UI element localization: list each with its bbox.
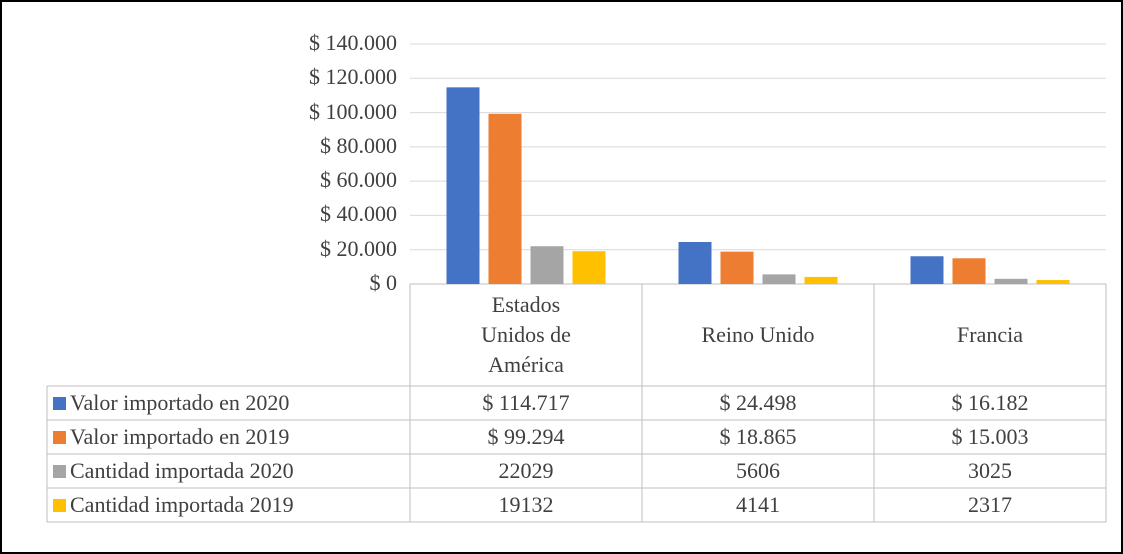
y-tick-label: $ 140.000 (309, 30, 397, 55)
y-tick-label: $ 60.000 (320, 167, 397, 193)
bar (952, 258, 986, 284)
bar (678, 242, 712, 284)
legend-swatch (53, 397, 66, 410)
table-cell: 19132 (498, 492, 554, 517)
legend-label: Valor importado en 2019 (70, 424, 290, 449)
table-cell: $ 24.498 (719, 390, 797, 415)
bar (446, 87, 480, 284)
x-tick-label: Reino Unido (701, 322, 815, 347)
legend-label: Valor importado en 2020 (70, 390, 290, 415)
legend-label: Cantidad importada 2019 (70, 492, 294, 517)
table-cell: $ 16.182 (951, 390, 1029, 415)
legend-label: Cantidad importada 2020 (70, 458, 294, 483)
table-cell: 4141 (736, 492, 780, 517)
table-cell: 2317 (968, 492, 1012, 517)
x-tick-label: Estados Unidos de América (481, 292, 571, 377)
legend-swatch (53, 431, 66, 444)
x-tick-label: Francia (957, 322, 1023, 347)
table-cell: 5606 (736, 458, 780, 483)
bar (488, 113, 522, 285)
bar (762, 274, 796, 284)
y-tick-label: $ 80.000 (320, 132, 397, 158)
bar (530, 246, 564, 284)
legend-swatch (53, 465, 66, 478)
y-tick-label: $ 20.000 (320, 235, 397, 261)
y-tick-label: $ 40.000 (320, 201, 397, 227)
bar (1036, 280, 1070, 284)
table-cell: $ 18.865 (719, 424, 797, 449)
y-tick-label: $ 0 (369, 270, 398, 295)
table-cell: 3025 (968, 458, 1012, 483)
bar (994, 278, 1028, 284)
legend-swatch (53, 499, 66, 512)
bar (804, 276, 838, 284)
bar (720, 251, 754, 284)
table-cell: $ 15.003 (951, 424, 1029, 449)
bar (572, 251, 606, 284)
bar (910, 256, 944, 284)
y-tick-label: $ 100.000 (309, 98, 397, 124)
y-tick-label: $ 120.000 (309, 64, 397, 90)
table-cell: 22029 (498, 458, 554, 483)
table-cell: $ 114.717 (482, 390, 570, 415)
table-cell: $ 99.294 (487, 424, 565, 449)
